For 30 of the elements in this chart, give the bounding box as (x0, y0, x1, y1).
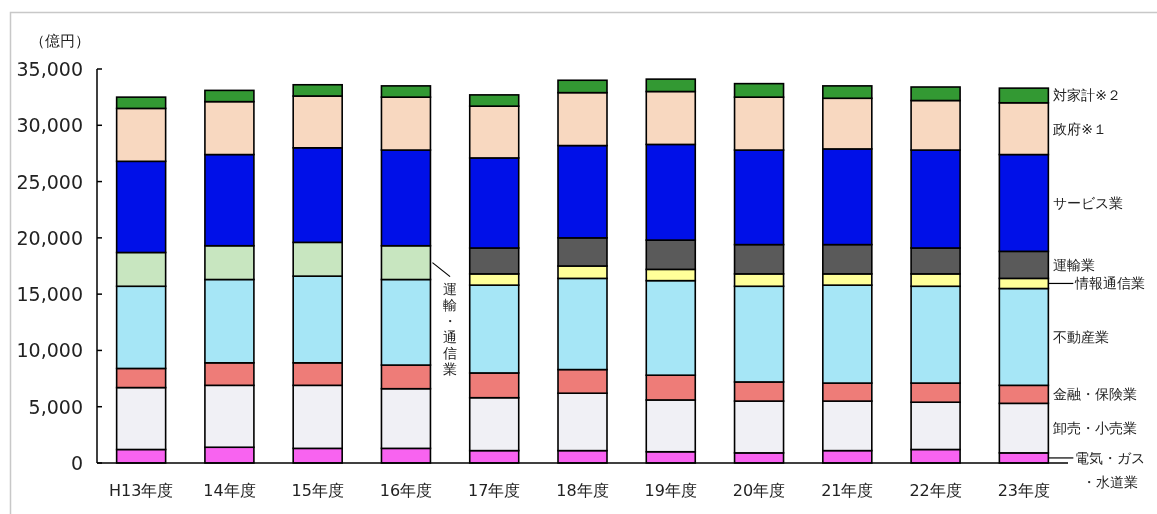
x-tick-label: 14年度 (203, 480, 256, 500)
x-tick-label: 18年度 (556, 480, 609, 500)
x-tick-label: 17年度 (468, 480, 521, 500)
x-tick-label: 22年度 (909, 480, 962, 500)
legend-label: 電気・ガス・水道業 (1075, 449, 1146, 490)
series-label: 対家計※２ (1053, 87, 1122, 104)
y-tick-label: 5,000 (28, 395, 83, 418)
series-label: 金融・保険業 (1053, 386, 1138, 403)
series-label: 運輸・通信業 (443, 280, 458, 377)
legend-label: 情報通信業 (1074, 275, 1146, 292)
y-tick-label: 0 (70, 452, 83, 474)
x-tick-label: 23年度 (997, 480, 1051, 500)
y-tick-label: 20,000 (16, 226, 83, 249)
x-tick-label: 20年度 (732, 480, 786, 500)
y-tick-label: 30,000 (16, 114, 83, 137)
x-tick-label: 19年度 (644, 480, 697, 500)
y-tick-label: 35,000 (16, 58, 83, 80)
series-label: 不動産業 (1053, 328, 1110, 345)
x-tick-label: 16年度 (379, 480, 433, 500)
x-tick-label: H13年度 (108, 480, 174, 500)
y-axis-title: （億円） (30, 32, 90, 50)
y-tick-label: 15,000 (16, 283, 83, 306)
x-tick-label: 15年度 (291, 480, 344, 500)
series-label: 卸売・小売業 (1053, 420, 1138, 437)
y-tick-label: 10,000 (16, 339, 83, 362)
series-label: サービス業 (1053, 194, 1124, 211)
x-tick-label: 21年度 (821, 480, 874, 500)
y-tick-label: 25,000 (16, 170, 83, 193)
series-label: 運輸業 (1053, 256, 1096, 273)
series-label: 政府※１ (1053, 120, 1108, 137)
